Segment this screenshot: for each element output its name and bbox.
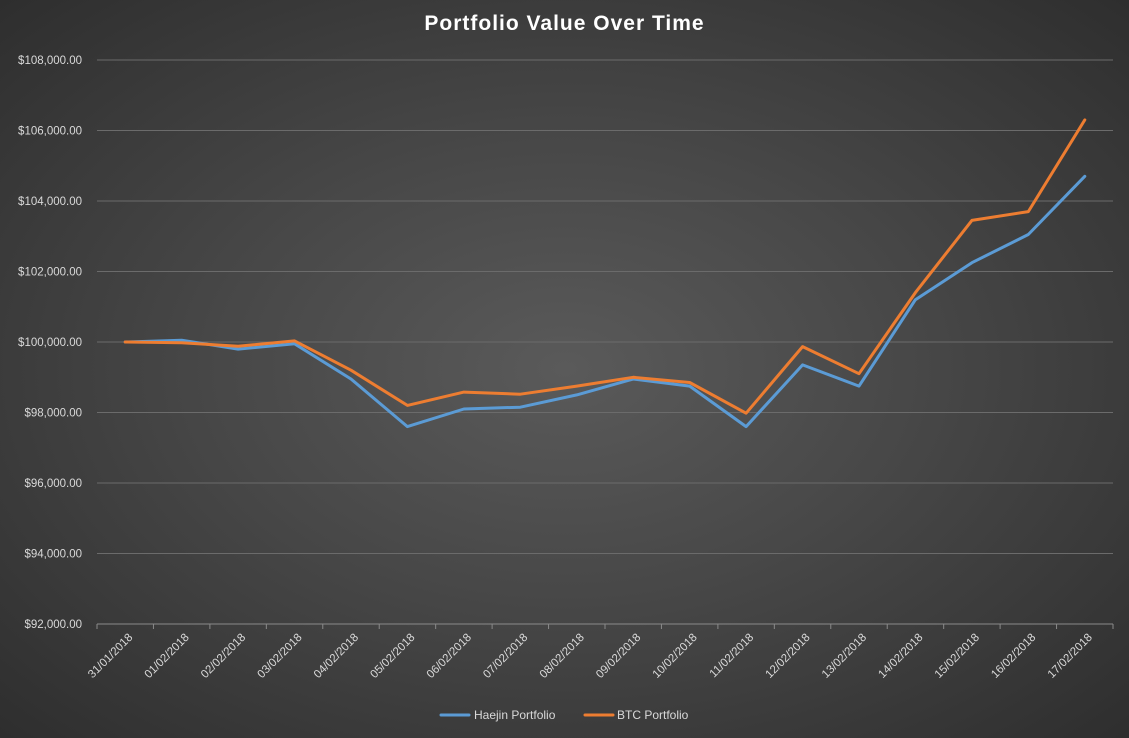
- x-tick-label: 07/02/2018: [481, 632, 530, 681]
- y-tick-label: $106,000.00: [18, 126, 82, 138]
- series-lines: [123, 118, 1087, 429]
- y-tick-label: $96,000.00: [24, 478, 82, 490]
- x-tick-label: 17/02/2018: [1046, 632, 1095, 681]
- x-tick-label: 02/02/2018: [199, 632, 248, 681]
- legend: Haejin Portfolio BTC Portfolio: [439, 708, 689, 722]
- axes: $92,000.00 $94,000.00 $96,000.00 $98,000.00…: [18, 55, 1114, 681]
- gridlines: [97, 59, 1113, 625]
- x-tick-label: 10/02/2018: [651, 632, 700, 681]
- legend-label: BTC Portfolio: [617, 708, 689, 722]
- x-tick-label: 08/02/2018: [538, 632, 587, 681]
- chart-title: Portfolio Value Over Time: [424, 12, 705, 35]
- x-tick-label: 31/01/2018: [86, 632, 135, 681]
- y-tick-label: $104,000.00: [18, 196, 82, 208]
- y-tick-label: $98,000.00: [24, 408, 82, 420]
- x-tick-label: 06/02/2018: [425, 632, 474, 681]
- x-tick-label: 15/02/2018: [933, 632, 982, 681]
- x-tick-label: 04/02/2018: [312, 632, 361, 681]
- x-tick-label: 16/02/2018: [989, 632, 1038, 681]
- x-tick-label: 01/02/2018: [143, 632, 192, 681]
- y-tick-label: $102,000.00: [18, 267, 82, 279]
- x-tick-label: 12/02/2018: [763, 632, 812, 681]
- y-tick-label: $100,000.00: [18, 337, 82, 349]
- series-line-haejin-portfolio: [123, 174, 1087, 429]
- x-tick-label: 03/02/2018: [255, 632, 304, 681]
- x-tick-label: 14/02/2018: [876, 632, 925, 681]
- x-tick-label: 09/02/2018: [594, 632, 643, 681]
- y-tick-label: $94,000.00: [24, 549, 82, 561]
- x-tick-label: 11/02/2018: [708, 632, 757, 681]
- y-tick-label: $108,000.00: [18, 55, 82, 67]
- legend-label: Haejin Portfolio: [474, 708, 556, 722]
- x-tick-label: 05/02/2018: [368, 632, 417, 681]
- series-line-btc-portfolio: [123, 118, 1087, 415]
- y-tick-label: $92,000.00: [24, 619, 82, 631]
- x-tick-label: 13/02/2018: [820, 632, 869, 681]
